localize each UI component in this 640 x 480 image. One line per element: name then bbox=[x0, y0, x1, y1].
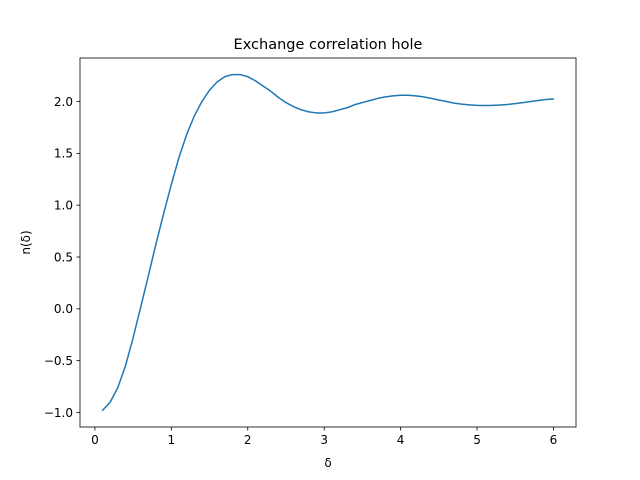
y-tick-label: 1.5 bbox=[54, 147, 73, 161]
y-tick-label: −1.0 bbox=[44, 406, 73, 420]
x-tick-label: 4 bbox=[397, 433, 405, 447]
y-axis: −1.0 −0.5 0.0 0.5 1.0 1.5 2.0 bbox=[44, 95, 80, 420]
plot-area bbox=[80, 58, 576, 427]
y-tick-label: −0.5 bbox=[44, 354, 73, 368]
x-tick-label: 5 bbox=[473, 433, 481, 447]
y-tick-label: 0.5 bbox=[54, 250, 73, 264]
x-axis-label: δ bbox=[324, 456, 331, 470]
y-tick-label: 2.0 bbox=[54, 95, 73, 109]
y-tick-label: 1.0 bbox=[54, 198, 73, 212]
chart-title: Exchange correlation hole bbox=[234, 37, 423, 53]
x-axis: 0 1 2 3 4 5 6 bbox=[91, 427, 557, 447]
x-tick-label: 1 bbox=[168, 433, 176, 447]
series-line-0 bbox=[101, 73, 555, 412]
x-tick-label: 2 bbox=[244, 433, 252, 447]
x-tick-label: 3 bbox=[320, 433, 328, 447]
marks-layer bbox=[101, 73, 555, 412]
plot-frame bbox=[79, 57, 577, 428]
y-tick-label: 0.0 bbox=[54, 302, 73, 316]
y-axis-label: n(δ) bbox=[19, 230, 33, 254]
x-tick-label: 6 bbox=[550, 433, 558, 447]
x-tick-label: 0 bbox=[91, 433, 99, 447]
